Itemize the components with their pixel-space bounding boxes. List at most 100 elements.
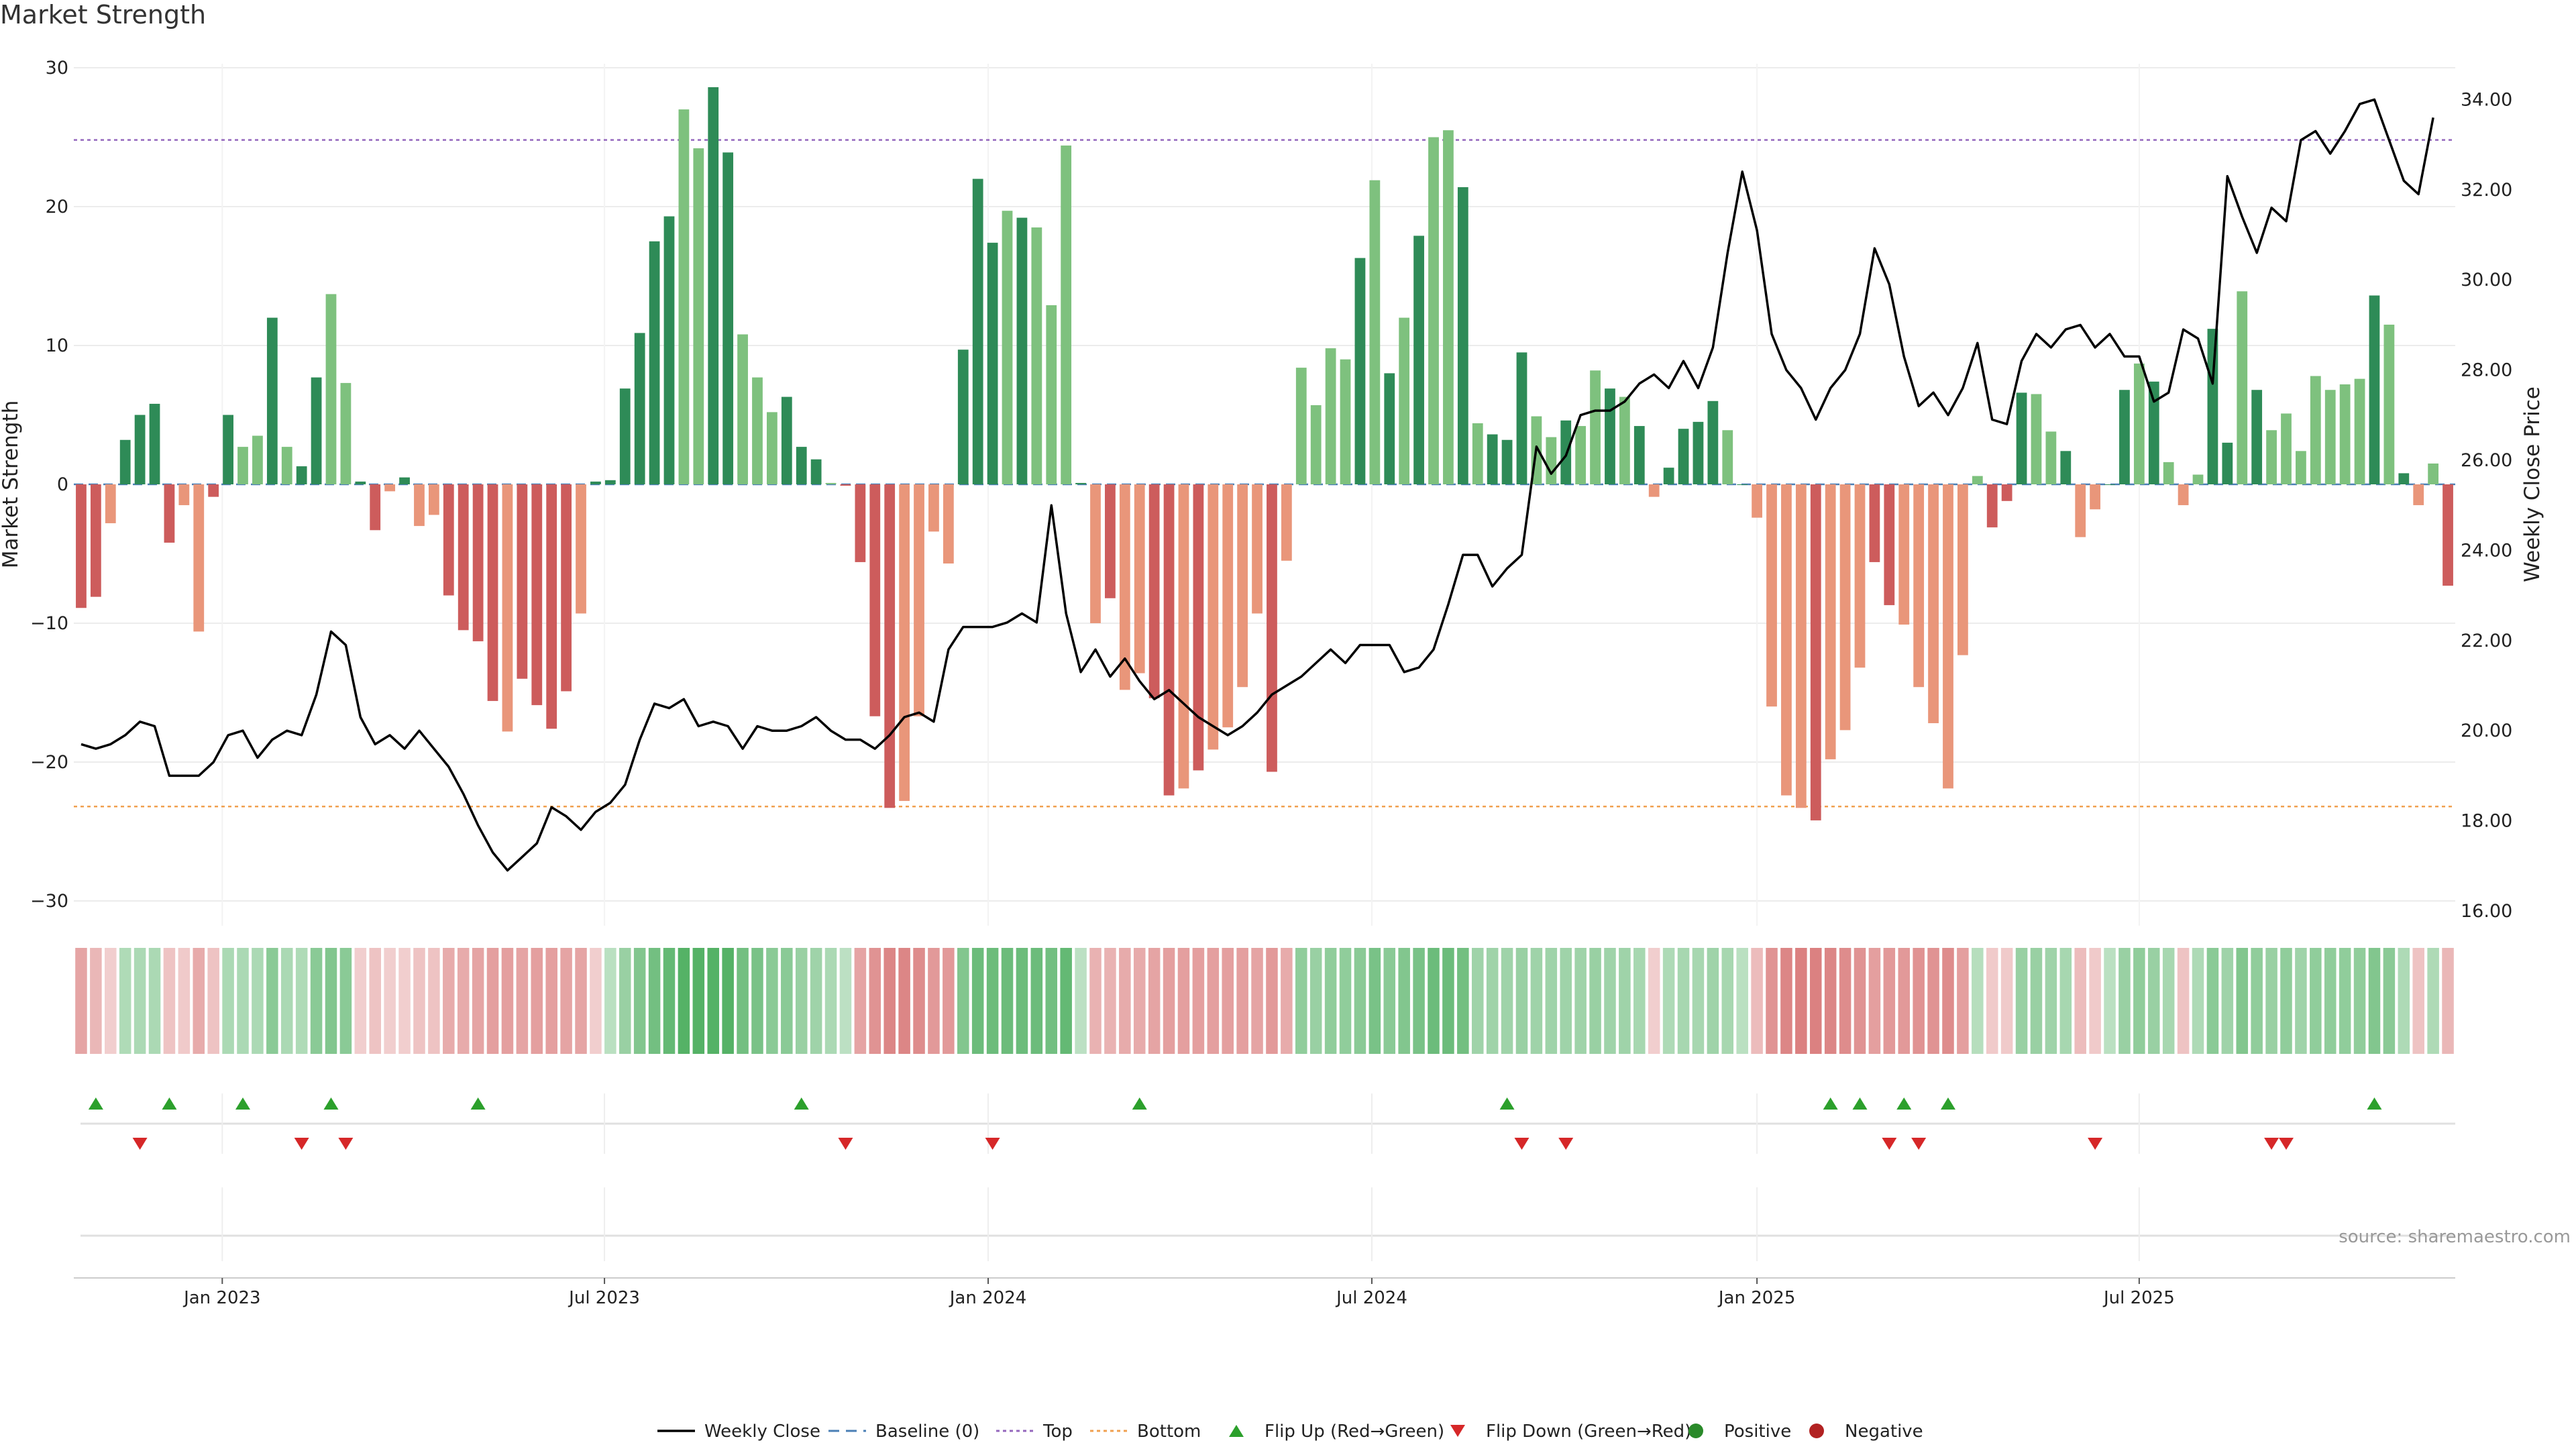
strength-bar: [1134, 484, 1145, 674]
strength-bar: [1443, 130, 1454, 484]
weekly-close-series: [80, 98, 2434, 872]
strength-bar: [2266, 430, 2277, 484]
x-axis: Jan 2023 Jul 2023 Jan 2024 Jul 2024 Jan 2025…: [74, 1277, 2455, 1308]
strength-bar: [1781, 484, 1792, 796]
heat-cell: [2442, 948, 2454, 1054]
heat-cell: [648, 948, 661, 1054]
strength-bar: [1707, 400, 1719, 484]
x-tick-label: Jan 2024: [949, 1288, 1027, 1308]
strength-bar: [2428, 463, 2439, 484]
heat-cell: [1236, 948, 1248, 1054]
y2-axis-label: Weekly Close Price: [2520, 386, 2544, 582]
strength-bar: [340, 382, 352, 484]
heat-cell: [163, 948, 176, 1054]
heat-cell: [928, 948, 940, 1054]
heat-cell: [1075, 948, 1087, 1054]
heat-cell: [2412, 948, 2424, 1054]
strength-bar: [193, 484, 205, 632]
strength-bar: [1605, 388, 1615, 484]
strength-bar: [1413, 235, 1424, 484]
strength-bar: [1501, 439, 1513, 484]
heat-cell: [1868, 948, 1881, 1054]
strength-bar: [2090, 484, 2101, 510]
strength-bar: [1002, 211, 1013, 484]
heat-cell: [2265, 948, 2277, 1054]
y-tick-label: 30: [46, 58, 68, 78]
flip-down-marker: [294, 1138, 309, 1150]
heat-cell: [443, 948, 455, 1054]
heat-cell: [1251, 948, 1263, 1054]
heat-cell: [2059, 948, 2072, 1054]
heat-cell: [1177, 948, 1190, 1054]
heat-cell: [1104, 948, 1116, 1054]
heat-cell: [2221, 948, 2234, 1054]
strength-bar: [1678, 429, 1689, 484]
heat-cell: [2295, 948, 2307, 1054]
strength-bar: [2251, 390, 2263, 484]
strength-bar: [943, 484, 954, 564]
strength-bar: [1472, 423, 1483, 484]
heat-cell: [1574, 948, 1587, 1054]
heat-cell: [1942, 948, 1954, 1054]
strength-bar: [1590, 370, 1601, 484]
heat-cell: [943, 948, 955, 1054]
strength-bar: [1428, 137, 1439, 484]
heat-cell: [2133, 948, 2145, 1054]
heat-cell: [898, 948, 910, 1054]
heat-cell: [2045, 948, 2057, 1054]
heat-cell: [280, 948, 293, 1054]
strength-bar: [2031, 394, 2042, 484]
heat-cell: [1854, 948, 1866, 1054]
strength-bar: [737, 334, 748, 484]
heat-cell: [325, 948, 337, 1054]
heat-cell: [2427, 948, 2439, 1054]
strength-bar: [2163, 462, 2174, 484]
flip-down-marker: [985, 1138, 1000, 1150]
heat-cell: [1927, 948, 1939, 1054]
strength-bar: [2398, 473, 2410, 484]
heat-cell: [986, 948, 999, 1054]
heat-cell: [1589, 948, 1601, 1054]
heat-cell: [1898, 948, 1911, 1054]
strength-bar: [1943, 484, 1953, 789]
strength-bar: [796, 447, 807, 484]
heat-cell: [2015, 948, 2028, 1054]
strength-bar: [1693, 421, 1704, 484]
strength-bar: [561, 484, 572, 692]
x-tick-label: Jul 2024: [1335, 1288, 1407, 1308]
strength-bar: [1457, 187, 1468, 484]
heat-cell: [2089, 948, 2101, 1054]
flip-up-marker: [470, 1097, 486, 1110]
heat-cell: [1721, 948, 1734, 1054]
weekly-close-line: [80, 98, 2434, 872]
legend-label: Bottom: [1137, 1421, 1201, 1442]
strength-bar: [134, 415, 146, 484]
legend-label: Positive: [1724, 1421, 1791, 1442]
x-tick-label: Jan 2023: [182, 1288, 261, 1308]
strength-bar: [1928, 484, 1939, 724]
heat-cell: [1339, 948, 1352, 1054]
y-tick-label: −10: [30, 613, 68, 634]
heat-cell: [781, 948, 793, 1054]
heat-cell: [1560, 948, 1572, 1054]
heat-cell: [2030, 948, 2043, 1054]
heat-cell: [1368, 948, 1381, 1054]
strength-bar: [2133, 363, 2145, 484]
strength-bar: [370, 484, 381, 531]
strength-bar: [2296, 451, 2306, 484]
heat-cell: [252, 948, 264, 1054]
heat-cell: [339, 948, 352, 1054]
y2-tick-label: 22.00: [2461, 631, 2512, 651]
strength-bar: [2443, 484, 2453, 586]
y2-tick-label: 20.00: [2461, 720, 2512, 741]
strength-bar: [1178, 484, 1189, 789]
strength-bar: [1031, 227, 1042, 484]
legend-label: Weekly Close: [704, 1421, 820, 1442]
strength-bar: [1972, 476, 1983, 484]
strength-bar: [1061, 145, 1072, 485]
heat-cell: [398, 948, 411, 1054]
strength-bar: [2222, 442, 2233, 484]
heat-cell: [1413, 948, 1425, 1054]
heat-cell: [119, 948, 131, 1054]
strength-bar: [1825, 484, 1836, 759]
